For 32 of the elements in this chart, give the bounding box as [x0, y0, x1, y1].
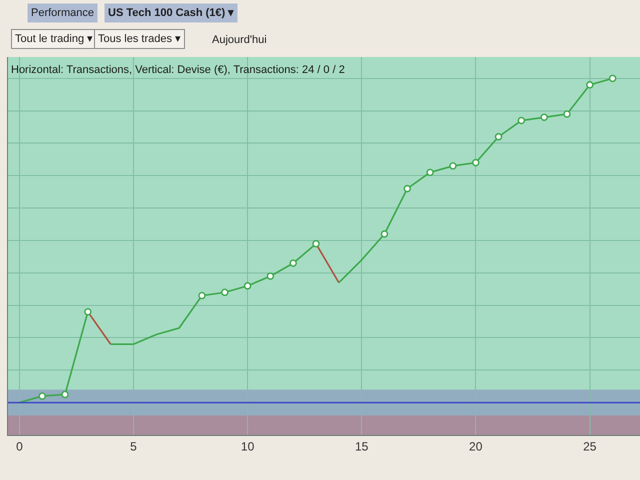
x-tick-label: 15 [354, 439, 369, 454]
point [312, 240, 320, 248]
point [221, 288, 228, 296]
point [608, 74, 616, 82]
x-tick-label: 20 [469, 439, 483, 454]
text: US Tech 100 Cash (1€) ▾ [108, 7, 234, 19]
point [380, 230, 388, 238]
point [494, 133, 502, 140]
point [563, 110, 571, 118]
point [84, 308, 92, 316]
text: Tous les trades ▾ [98, 33, 182, 45]
point [244, 282, 252, 290]
point [426, 168, 434, 176]
text: Performance [31, 7, 94, 19]
point [449, 162, 457, 170]
point [290, 259, 297, 267]
point [198, 292, 206, 300]
point [540, 114, 548, 121]
point [472, 158, 480, 166]
point [404, 184, 411, 192]
x-tick-label: 0 [16, 439, 24, 454]
point [38, 392, 46, 400]
point [518, 116, 526, 124]
chart-title: Horizontal: Transactions, Vertical: Devise (€), Transactions: 24 / 0 / 2 [11, 64, 345, 76]
x-tick-label: 5 [130, 439, 138, 454]
point [61, 390, 69, 398]
text: Aujourd'hui [212, 34, 267, 46]
x-tick-label: 10 [240, 439, 255, 454]
text: Tout le trading ▾ [15, 33, 94, 45]
point [266, 272, 274, 280]
x-tick-label: 25 [583, 439, 597, 454]
point [586, 81, 594, 89]
